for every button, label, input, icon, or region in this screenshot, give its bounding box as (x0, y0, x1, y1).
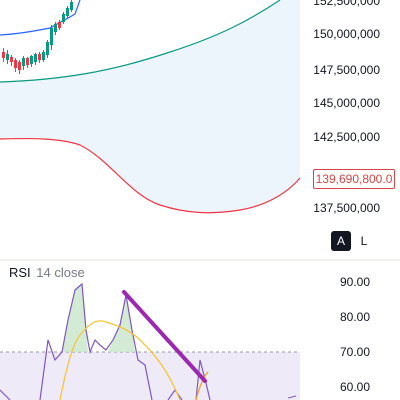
rsi-title: RSI (9, 265, 31, 280)
candle-body (70, 2, 73, 10)
rsi-right-marker (287, 395, 297, 399)
basis-line (0, 0, 81, 36)
candle-body (42, 52, 45, 60)
rsi-legend[interactable]: RSI 14 close (9, 265, 85, 280)
price-axis-label: 137,500,000 (313, 201, 380, 215)
candle-body (62, 14, 65, 22)
candlesticks (2, 0, 73, 74)
candle-body (18, 62, 21, 70)
band-fill (0, 0, 300, 213)
candle-body (2, 52, 5, 58)
candle-body (50, 28, 53, 45)
candle-body (6, 54, 9, 60)
price-axis-label: 142,500,000 (313, 130, 380, 144)
price-axis-label: 145,000,000 (313, 96, 380, 110)
rsi-params: 14 close (36, 265, 85, 280)
candle-body (34, 54, 37, 62)
candle-body (26, 58, 29, 65)
rsi-axis-label: 60.00 (339, 380, 370, 394)
candle-body (38, 54, 41, 60)
candle-body (54, 24, 57, 32)
rsi-overbought-fill-1 (62, 284, 88, 352)
candle-body (10, 57, 13, 62)
price-axis-label: 147,500,000 (313, 63, 380, 77)
upper-band-line (0, 0, 281, 83)
candle-body (46, 42, 49, 55)
current-price-badge: 139,690,800.0 (313, 169, 395, 189)
price-axis-label: 152,500,000 (313, 0, 380, 8)
rsi-axis-label: 70.00 (339, 345, 370, 359)
rsi-axis-label: 90.00 (339, 275, 370, 289)
candle-body (30, 56, 33, 64)
rsi-ma-line (59, 320, 181, 400)
divergence-trendline[interactable] (122, 290, 207, 383)
candle-body (22, 58, 25, 66)
rsi-line (0, 282, 211, 400)
candle-body (58, 22, 61, 28)
auto-scale-button[interactable]: A (331, 231, 351, 251)
log-scale-button[interactable]: L (360, 234, 368, 248)
rsi-axis-label: 80.00 (339, 310, 370, 324)
price-axis-label: 150,000,000 (313, 27, 380, 41)
candle-body (14, 60, 17, 68)
lower-band-line (0, 137, 301, 214)
rsi-ma-line-right (195, 371, 209, 400)
candle-body (66, 8, 69, 16)
